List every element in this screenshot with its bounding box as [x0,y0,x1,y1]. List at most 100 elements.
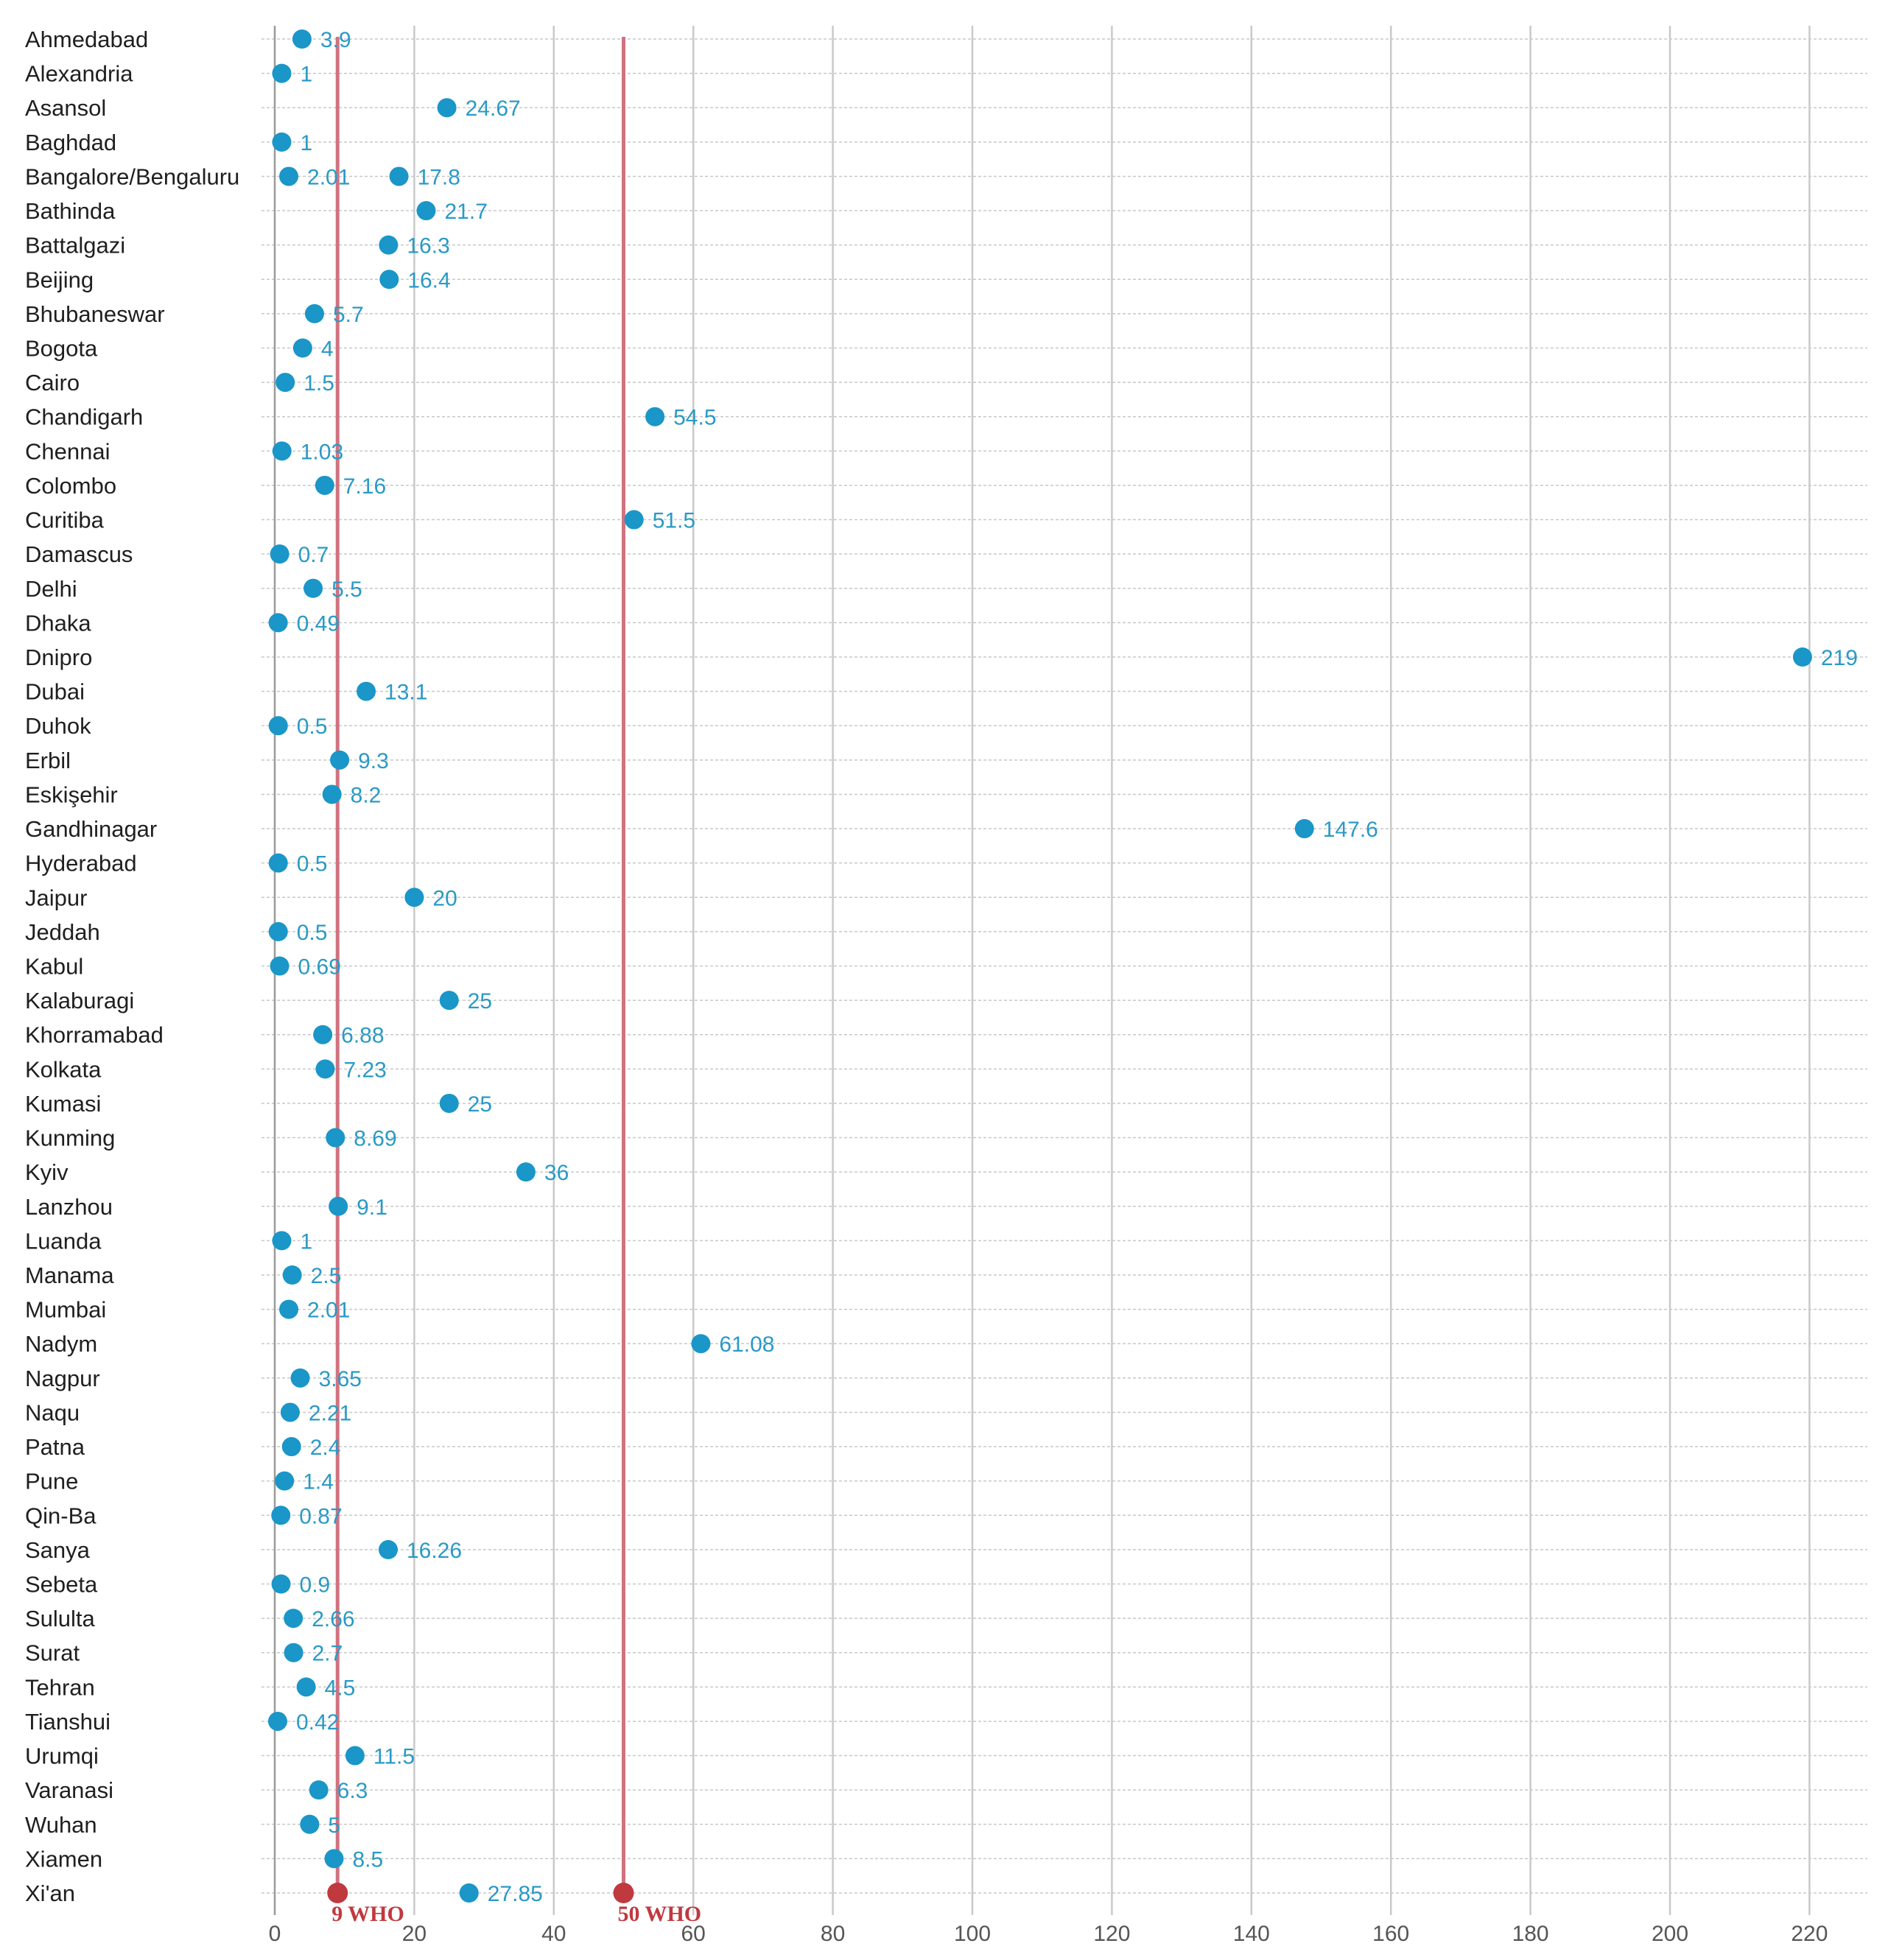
city-label-sululta: Sululta [25,1606,96,1631]
data-label-baghdad: 1 [300,131,312,155]
city-label-chandigarh: Chandigarh [25,404,143,430]
data-point-duhok [268,716,288,736]
data-point-curitiba [624,510,644,530]
data-label-khorramabad: 6.88 [341,1024,384,1048]
city-label-surat: Surat [25,1640,80,1666]
city-label-jaipur: Jaipur [25,885,87,910]
x-tick-label-140: 140 [1233,1922,1270,1946]
city-label-dhaka: Dhaka [25,610,91,636]
data-point-erbil [330,750,350,770]
data-point-kalaburagi [439,991,459,1011]
city-label-colombo: Colombo [25,473,116,499]
data-point-kabul [270,956,289,976]
data-point-ahmedabad [292,29,312,49]
reference-label-50-who: 50 WHO [618,1902,702,1926]
city-label-mumbai: Mumbai [25,1297,106,1323]
data-label-manama: 2.5 [311,1264,342,1288]
data-label-mumbai: 2.01 [307,1299,350,1323]
data-point-bangalore-bengaluru-1 [279,166,299,186]
data-label-erbil: 9.3 [358,749,389,773]
data-point-jeddah [268,921,288,941]
data-label-urumqi: 11.5 [373,1745,415,1769]
data-point-bogota [292,338,312,358]
city-label-manama: Manama [25,1262,114,1288]
city-labels-layer: Ahmedabad Alexandria Asansol Baghdad Bangalo… [25,27,239,1906]
data-label-naqu: 2.21 [309,1401,351,1425]
data-label-gandhinagar: 147.6 [1323,818,1378,842]
city-label-xiamen: Xiamen [25,1846,102,1872]
data-point-bhubaneswar [304,303,324,323]
data-point-surat [284,1643,303,1662]
reference-lines-layer: 9 WHO 50 WHO [327,37,701,1926]
data-label-asansol: 24.67 [466,96,521,121]
city-label-patna: Patna [25,1434,85,1460]
city-label-dubai: Dubai [25,679,85,705]
data-label-bogota: 4 [321,337,334,362]
city-label-ahmedabad: Ahmedabad [25,27,148,52]
x-tick-label-200: 200 [1652,1922,1688,1946]
data-label-ahmedabad: 3.9 [320,28,351,52]
x-tick-label-60: 60 [681,1922,706,1946]
city-label-qin-ba: Qin-Ba [25,1503,96,1528]
data-point-kunming [326,1128,345,1148]
data-label-patna: 2.4 [310,1436,341,1460]
data-label-lanzhou: 9.1 [357,1195,387,1220]
city-label-kalaburagi: Kalaburagi [25,988,134,1014]
data-point-battalgazi [379,235,399,255]
data-label-pune: 1.4 [303,1470,334,1494]
x-tick-label-80: 80 [821,1922,845,1946]
x-tick-label-160: 160 [1372,1922,1409,1946]
data-label-kalaburagi: 25 [468,989,492,1014]
data-point-sululta [284,1609,303,1629]
city-label-eskisehir: Eskişehir [25,781,118,807]
data-label-delhi: 5.5 [331,577,362,602]
data-point-gandhinagar [1294,819,1314,839]
data-label-duhok: 0.5 [297,714,328,739]
data-point-xiamen [324,1849,344,1869]
data-point-colombo [315,475,334,495]
city-label-sebeta: Sebeta [25,1572,98,1598]
data-label-chandigarh: 54.5 [673,406,716,430]
city-label-cairo: Cairo [25,370,80,396]
data-label-bhubaneswar: 5.7 [333,303,364,327]
grid-layer [262,26,1867,1915]
data-point-eskisehir [322,784,342,804]
city-label-delhi: Delhi [25,576,77,602]
data-label-beijing: 16.4 [407,268,450,292]
reference-marker-50-who [613,1883,634,1903]
city-label-bangalore-bengaluru: Bangalore/Bengaluru [25,164,239,189]
city-label-nagpur: Nagpur [25,1366,100,1391]
data-label-qin-ba: 0.87 [299,1504,342,1528]
city-label-curitiba: Curitiba [25,507,105,533]
data-point-bathinda [416,201,436,221]
city-label-gandhinagar: Gandhinagar [25,816,157,842]
data-point-kumasi [439,1093,459,1113]
data-point-manama [282,1265,302,1285]
data-point-tianshui [267,1711,287,1731]
reference-marker-9-who [327,1883,348,1903]
data-label-tianshui: 0.42 [296,1710,339,1735]
data-label-alexandria: 1 [300,63,312,87]
data-label-hyderabad: 0.5 [297,852,328,877]
data-point-naqu [280,1402,300,1422]
data-label-surat: 2.7 [312,1642,343,1666]
x-tick-label-120: 120 [1093,1922,1130,1946]
data-label-battalgazi: 16.3 [407,234,449,259]
data-point-baghdad [272,132,292,152]
data-label-tehran: 4.5 [325,1676,356,1700]
data-point-luanda [272,1231,292,1251]
data-label-kumasi: 25 [468,1092,492,1117]
data-point-nagpur [290,1368,310,1388]
city-label-bhubaneswar: Bhubaneswar [25,301,165,327]
x-tick-label-100: 100 [954,1922,991,1946]
data-label-dubai: 13.1 [385,681,427,705]
data-label-sanya: 16.26 [407,1539,462,1563]
city-label-varanasi: Varanasi [25,1777,113,1803]
data-point-patna [281,1437,301,1457]
city-label-kabul: Kabul [25,954,83,980]
city-label-urumqi: Urumqi [25,1743,99,1769]
data-point-wuhan [300,1814,320,1834]
data-point-pune [275,1471,295,1491]
data-label-jaipur: 20 [432,886,457,910]
